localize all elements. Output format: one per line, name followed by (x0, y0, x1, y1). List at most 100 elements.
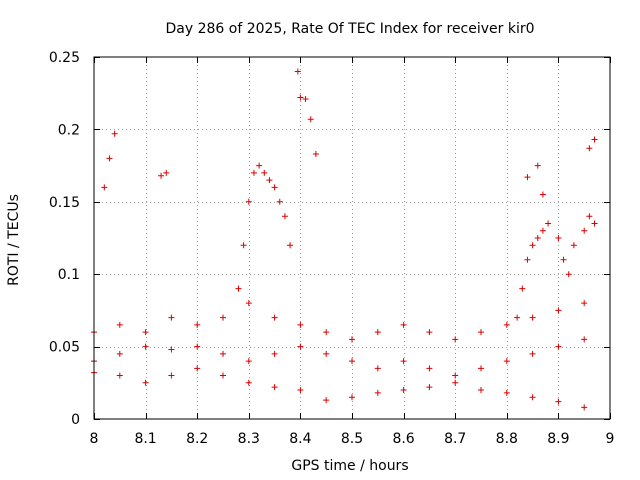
data-point (271, 184, 278, 191)
data-point (302, 95, 309, 102)
data-point (534, 162, 541, 169)
data-point (565, 271, 572, 278)
data-point (426, 365, 433, 372)
data-point (323, 350, 330, 357)
data-point (591, 136, 598, 143)
data-point (101, 184, 108, 191)
data-point (220, 372, 226, 379)
data-point (323, 397, 330, 404)
data-point (297, 321, 304, 328)
data-point (220, 350, 226, 357)
data-point (250, 169, 257, 176)
x-tick-label: 8.2 (186, 431, 208, 447)
data-point (276, 198, 283, 205)
data-point (555, 343, 562, 350)
data-point (271, 384, 278, 391)
data-point (194, 365, 201, 372)
data-point (220, 314, 226, 321)
data-point (287, 242, 294, 249)
data-point (374, 389, 381, 396)
data-point (281, 213, 288, 220)
data-point (194, 321, 201, 328)
data-point (106, 155, 113, 162)
data-point (539, 227, 546, 234)
data-point (163, 169, 170, 176)
data-point (235, 285, 242, 292)
data-point (478, 329, 484, 336)
data-point (245, 358, 252, 365)
data-point (349, 358, 355, 365)
data-point (111, 130, 118, 137)
x-tick-label: 8.8 (496, 431, 518, 447)
data-point (168, 346, 175, 353)
data-point (116, 350, 123, 357)
data-point (297, 387, 304, 394)
y-tick-label: 0 (71, 412, 80, 428)
x-tick-label: 8.3 (238, 431, 260, 447)
grid-lines (94, 57, 610, 419)
data-point (452, 372, 459, 379)
data-point (116, 321, 123, 328)
x-tick-label: 8.5 (341, 431, 363, 447)
data-point (586, 145, 593, 152)
data-point (478, 365, 484, 372)
y-axis-label: ROTI / TECUs (6, 194, 22, 286)
data-point (514, 314, 521, 321)
y-tick-label: 0.2 (58, 122, 80, 138)
data-point (400, 321, 407, 328)
data-point (271, 314, 278, 321)
data-point (570, 242, 577, 249)
data-point (245, 300, 252, 307)
data-point (503, 321, 510, 328)
data-point (256, 162, 263, 169)
data-point (545, 220, 552, 227)
data-point (581, 227, 588, 234)
data-point (261, 169, 268, 176)
x-tick-label: 8.4 (289, 431, 311, 447)
data-point (581, 404, 588, 411)
data-point (452, 379, 459, 386)
y-tick-labels: 0 0.05 0.1 0.15 0.2 0.25 (49, 50, 80, 428)
data-point (591, 220, 598, 227)
data-point (452, 336, 459, 343)
data-point (524, 174, 531, 181)
data-point (142, 343, 149, 350)
data-point (400, 358, 407, 365)
data-points (91, 68, 598, 411)
data-point (323, 329, 330, 336)
data-point (555, 235, 562, 241)
x-tick-labels: 8 8.1 8.2 8.3 8.4 8.5 8.6 8.7 8.8 8.9 9 (90, 431, 615, 447)
data-point (307, 116, 314, 123)
data-point (586, 213, 593, 220)
data-point (271, 350, 278, 357)
data-point (245, 379, 252, 386)
data-point (529, 350, 536, 357)
data-point (374, 329, 381, 336)
data-point (312, 151, 319, 158)
y-tick-label: 0.1 (58, 267, 80, 283)
y-tick-label: 0.15 (49, 195, 80, 211)
data-point (555, 307, 562, 314)
data-point (529, 242, 536, 249)
data-point (524, 256, 531, 263)
x-tick-label: 8 (90, 431, 99, 447)
data-point (158, 172, 165, 179)
axis-ticks (94, 57, 611, 420)
data-point (581, 336, 588, 343)
data-point (194, 343, 201, 350)
x-tick-label: 8.9 (547, 431, 569, 447)
data-point (297, 94, 304, 101)
data-point (142, 329, 149, 336)
data-point (116, 372, 123, 379)
data-point (294, 68, 301, 75)
x-tick-label: 9 (606, 431, 615, 447)
data-point (240, 242, 247, 249)
y-tick-label: 0.25 (49, 50, 80, 66)
data-point (168, 372, 175, 379)
data-point (519, 285, 526, 292)
data-point (266, 177, 273, 184)
data-point (168, 314, 175, 321)
data-point (478, 387, 484, 394)
data-point (529, 394, 536, 401)
